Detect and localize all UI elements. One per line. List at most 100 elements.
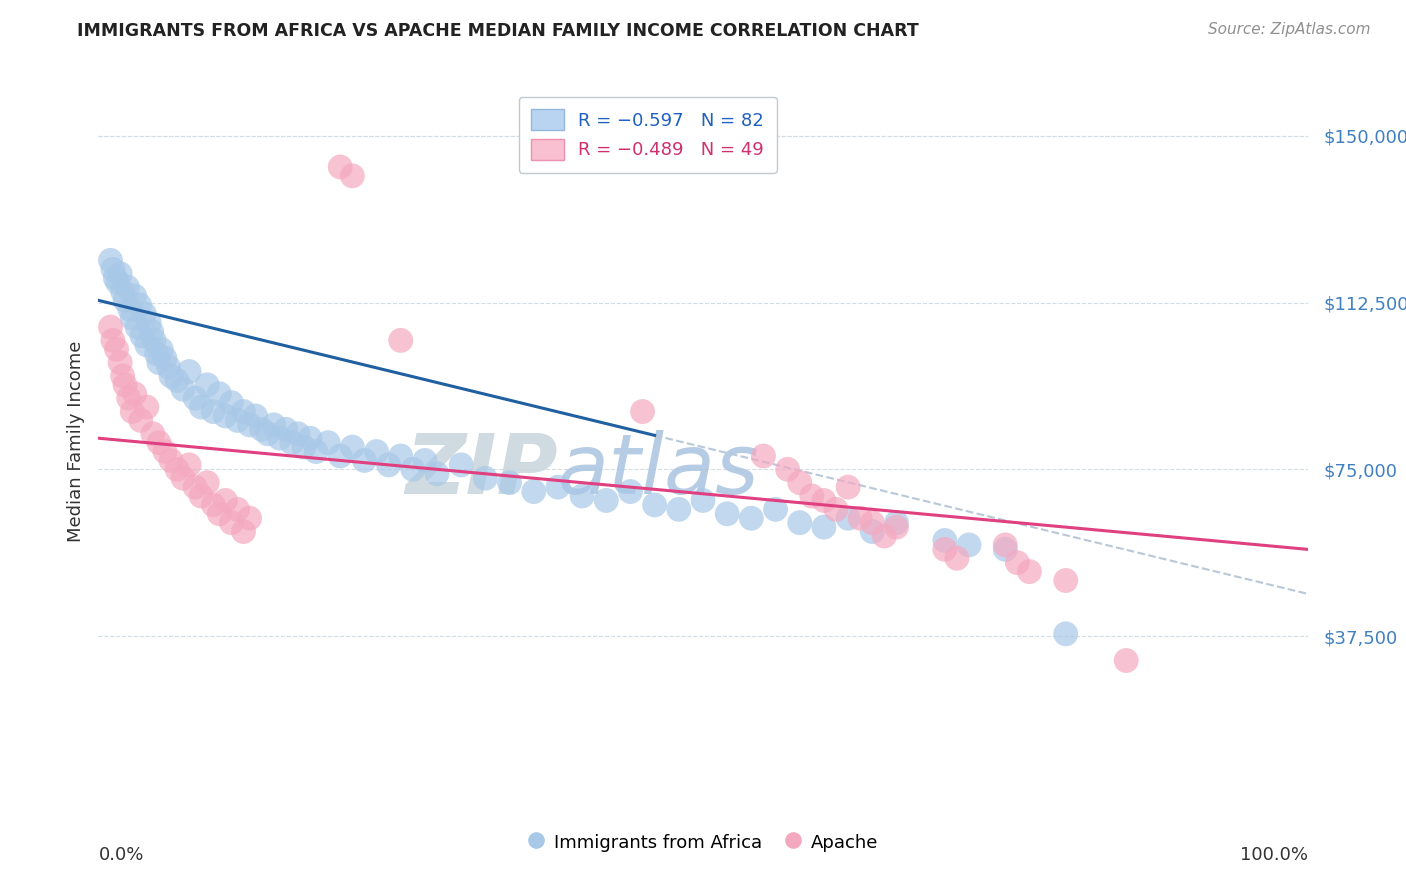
Point — [274, 422, 297, 436]
Point — [316, 435, 339, 450]
Point — [145, 347, 167, 361]
Point — [226, 502, 249, 516]
Point — [134, 307, 156, 321]
Point — [523, 484, 546, 499]
Point — [221, 516, 243, 530]
Point — [101, 334, 124, 348]
Point — [292, 440, 315, 454]
Point — [101, 262, 124, 277]
Point — [208, 386, 231, 401]
Point — [142, 426, 165, 441]
Point — [287, 426, 309, 441]
Point — [135, 338, 157, 352]
Point — [692, 493, 714, 508]
Point — [263, 417, 285, 432]
Point — [946, 551, 969, 566]
Point — [129, 413, 152, 427]
Point — [202, 404, 225, 418]
Point — [172, 382, 194, 396]
Point — [825, 502, 848, 516]
Point — [124, 386, 146, 401]
Point — [498, 475, 520, 490]
Point — [474, 471, 496, 485]
Point — [994, 542, 1017, 557]
Point — [837, 511, 859, 525]
Point — [232, 404, 254, 418]
Point — [107, 276, 129, 290]
Point — [118, 302, 141, 317]
Point — [226, 413, 249, 427]
Point — [245, 409, 267, 423]
Point — [104, 271, 127, 285]
Point — [934, 533, 956, 548]
Point — [740, 511, 762, 525]
Point — [153, 351, 176, 366]
Point — [127, 320, 149, 334]
Point — [934, 542, 956, 557]
Point — [143, 334, 166, 348]
Point — [179, 458, 201, 472]
Point — [239, 417, 262, 432]
Point — [619, 484, 641, 499]
Point — [886, 516, 908, 530]
Point — [166, 462, 188, 476]
Point — [342, 440, 364, 454]
Point — [160, 453, 183, 467]
Point — [595, 493, 617, 508]
Point — [450, 458, 472, 472]
Point — [571, 489, 593, 503]
Point — [402, 462, 425, 476]
Point — [269, 431, 291, 445]
Point — [668, 502, 690, 516]
Point — [1018, 565, 1040, 579]
Text: Source: ZipAtlas.com: Source: ZipAtlas.com — [1208, 22, 1371, 37]
Text: IMMIGRANTS FROM AFRICA VS APACHE MEDIAN FAMILY INCOME CORRELATION CHART: IMMIGRANTS FROM AFRICA VS APACHE MEDIAN … — [77, 22, 920, 40]
Point — [957, 538, 980, 552]
Point — [117, 280, 139, 294]
Point — [202, 498, 225, 512]
Point — [305, 444, 328, 458]
Point — [221, 395, 243, 409]
Point — [121, 404, 143, 418]
Point — [389, 334, 412, 348]
Point — [150, 343, 173, 357]
Point — [195, 377, 218, 392]
Point — [752, 449, 775, 463]
Point — [124, 289, 146, 303]
Point — [128, 298, 150, 312]
Point — [166, 373, 188, 387]
Point — [232, 524, 254, 539]
Point — [413, 453, 436, 467]
Point — [111, 368, 134, 383]
Point — [329, 449, 352, 463]
Point — [135, 400, 157, 414]
Point — [214, 409, 236, 423]
Point — [860, 516, 883, 530]
Point — [813, 520, 835, 534]
Point — [1115, 653, 1137, 667]
Point — [208, 507, 231, 521]
Point — [148, 435, 170, 450]
Point — [837, 480, 859, 494]
Point — [138, 316, 160, 330]
Point — [1054, 574, 1077, 588]
Point — [800, 489, 823, 503]
Legend: Immigrants from Africa, Apache: Immigrants from Africa, Apache — [520, 825, 886, 859]
Point — [353, 453, 375, 467]
Point — [366, 444, 388, 458]
Point — [256, 426, 278, 441]
Point — [1007, 556, 1029, 570]
Text: ZIP: ZIP — [405, 430, 558, 511]
Point — [849, 511, 872, 525]
Point — [342, 169, 364, 183]
Point — [250, 422, 273, 436]
Y-axis label: Median Family Income: Median Family Income — [66, 341, 84, 542]
Text: 0.0%: 0.0% — [98, 847, 143, 864]
Point — [644, 498, 666, 512]
Point — [184, 480, 207, 494]
Point — [160, 368, 183, 383]
Point — [190, 489, 212, 503]
Point — [389, 449, 412, 463]
Point — [190, 400, 212, 414]
Point — [195, 475, 218, 490]
